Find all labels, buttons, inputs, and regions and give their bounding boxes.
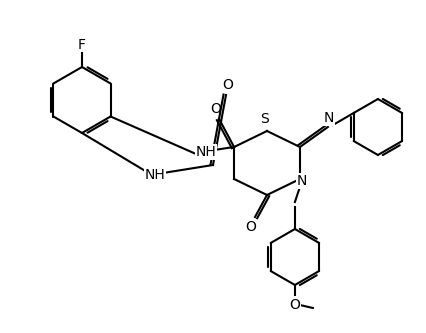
Text: O: O <box>289 298 299 312</box>
Text: NH: NH <box>195 145 216 159</box>
Text: O: O <box>210 102 221 116</box>
Text: O: O <box>245 220 256 234</box>
Text: O: O <box>222 78 233 92</box>
Text: S: S <box>260 112 269 126</box>
Text: N: N <box>323 111 333 125</box>
Text: NH: NH <box>144 168 165 182</box>
Text: F: F <box>78 38 86 52</box>
Text: N: N <box>296 174 306 188</box>
